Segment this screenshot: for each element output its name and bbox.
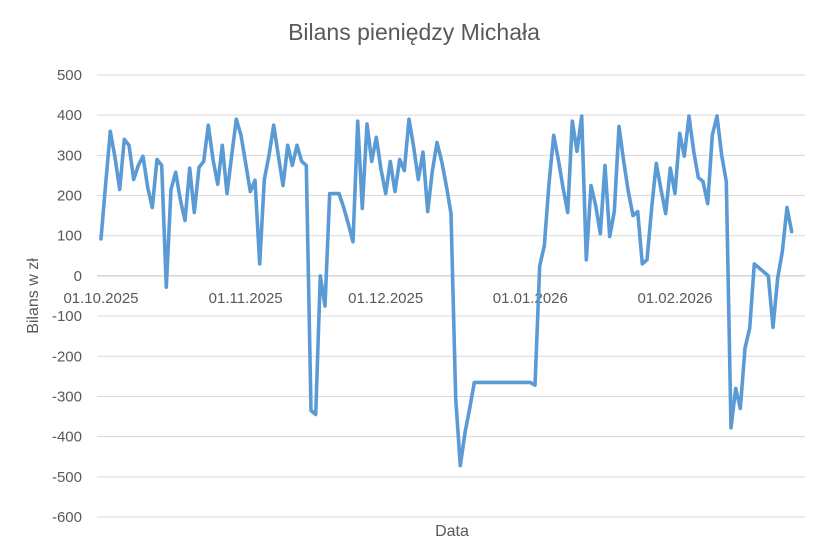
x-tick-label: 01.12.2025 [348, 290, 423, 307]
x-tick-label: 01.10.2025 [63, 290, 138, 307]
x-axis-ticks: 01.10.2025 01.11.2025 01.12.2025 01.01.2026… [63, 290, 712, 307]
series-line [99, 114, 794, 468]
series-layer [99, 114, 794, 468]
y-tick-label: 300 [57, 147, 82, 164]
y-tick-label: -500 [52, 469, 82, 486]
y-tick-label: -300 [52, 388, 82, 405]
x-tick-label: 01.11.2025 [209, 290, 283, 307]
y-axis-label: Bilans w zł [25, 258, 42, 334]
x-axis-label: Data [435, 523, 469, 540]
y-tick-label: -600 [52, 509, 82, 526]
y-axis-ticks: 500 400 300 200 100 0 -100 -200 -300 -400 -500 -600 [52, 67, 82, 526]
y-tick-label: 200 [57, 188, 82, 205]
y-tick-label: -200 [52, 348, 82, 365]
x-tick-label: 01.01.2026 [493, 290, 568, 307]
y-tick-label: 500 [57, 67, 82, 84]
x-tick-label: 01.02.2026 [637, 290, 712, 307]
y-tick-label: 0 [74, 268, 82, 285]
y-tick-label: -100 [52, 308, 82, 325]
y-tick-label: 400 [57, 107, 82, 124]
chart-title: Bilans pieniędzy Michała [288, 19, 540, 45]
y-tick-label: -400 [52, 429, 82, 446]
y-tick-label: 100 [57, 228, 82, 245]
